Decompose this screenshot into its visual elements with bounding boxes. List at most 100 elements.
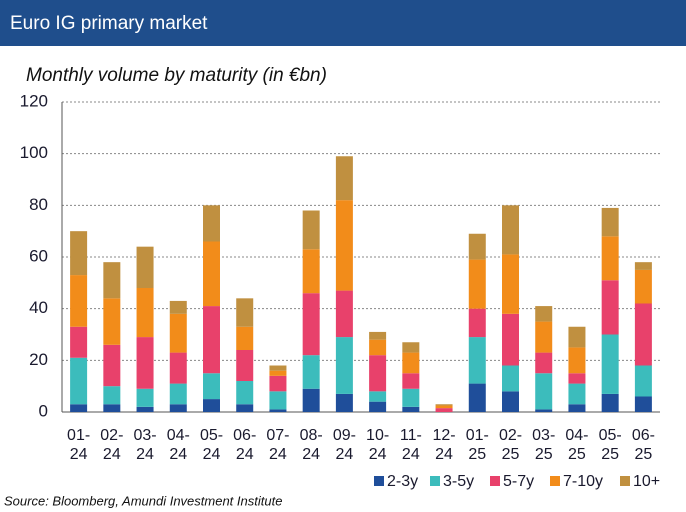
bar-segment (169, 404, 187, 412)
x-tick-label: 03- 25 (532, 427, 556, 463)
x-tick-label: 05- 24 (199, 427, 224, 463)
bar-segment (269, 409, 287, 412)
bar-segment (136, 388, 154, 407)
x-tick-label: 07- 24 (266, 427, 290, 463)
bar-segment (369, 331, 387, 340)
bar-segment (70, 357, 88, 405)
legend-swatch (430, 476, 440, 486)
legend-label: 3-5y (443, 473, 474, 490)
x-tick-label: 01- 24 (67, 427, 91, 463)
bar-segment (568, 404, 586, 412)
bar-segment (535, 373, 553, 410)
legend-label: 10+ (633, 473, 660, 490)
bar-segment (568, 347, 586, 374)
bar-segment (136, 246, 154, 288)
bar-segment (70, 231, 88, 276)
bar-segment (435, 405, 453, 409)
bar-segment (335, 290, 353, 338)
bar-segment (468, 337, 486, 384)
bar-segment (535, 321, 553, 353)
bar-segment (369, 391, 387, 402)
bar-segment (468, 259, 486, 309)
bar-segment (203, 306, 220, 374)
source: Source: Bloomberg, Amundi Investment Ins… (4, 493, 282, 508)
x-tick-label: 12- 24 (432, 427, 456, 463)
bar-segment (236, 381, 254, 405)
bar-segment (169, 383, 187, 405)
x-tick-label: 08- 24 (299, 427, 323, 463)
bar-segment (136, 406, 154, 412)
bar-segment (70, 275, 88, 327)
chart-title: Monthly volume by maturity (in €bn) (26, 65, 327, 86)
bar-segment (236, 326, 254, 350)
bar-segment (601, 334, 619, 394)
bar-segment (535, 409, 553, 412)
legend-swatch (620, 476, 630, 486)
bar-segment (203, 373, 220, 400)
bar-segment (601, 280, 619, 335)
bar-segment (103, 404, 121, 412)
bar-segment (335, 393, 353, 412)
x-tick-label: 01- 25 (465, 427, 489, 463)
bar-segment (369, 355, 387, 392)
bar-segment (435, 404, 453, 406)
legend-swatch (374, 476, 384, 486)
bar-segment (634, 303, 652, 366)
legend-label: 7-10y (563, 473, 603, 490)
y-tick-label: 100 (20, 143, 48, 162)
x-tick-label: 03- 24 (133, 427, 157, 463)
bar-segment (169, 313, 187, 353)
bar-segment (302, 388, 320, 412)
legend-label: 2-3y (387, 473, 418, 490)
bar-segment (502, 365, 519, 392)
bar-segment (302, 249, 320, 294)
bar-segment (601, 236, 619, 281)
bar-segment (634, 269, 652, 304)
bar-segment (302, 355, 320, 389)
y-tick-label: 40 (29, 298, 48, 317)
bar-segment (70, 326, 88, 358)
bar-segment (435, 408, 453, 412)
bar-segment (535, 306, 553, 322)
bar-segment (502, 205, 519, 255)
bar-segment (335, 156, 353, 201)
header-title: Euro IG primary market (10, 13, 208, 34)
x-tick-label: 04- 24 (166, 427, 190, 463)
x-tick-label: 06- 24 (233, 427, 257, 463)
legend-swatch (490, 476, 500, 486)
bar-segment (103, 262, 121, 299)
bar-segment (468, 233, 486, 260)
bar-segment (335, 200, 353, 291)
bar-segment (502, 254, 519, 314)
x-tick-label: 06- 25 (631, 427, 655, 463)
bar-segment (468, 383, 486, 412)
bar-segment (402, 406, 420, 412)
bar-segment (136, 288, 154, 338)
x-tick-label: 04- 25 (565, 427, 589, 463)
bar-segment (269, 370, 287, 376)
bar-segment (203, 399, 220, 412)
bar-segment (302, 210, 320, 250)
header-bar (0, 0, 686, 46)
bar-segment (601, 393, 619, 412)
bar-segment (502, 313, 519, 366)
bar-segment (369, 339, 387, 356)
bar-segment (634, 365, 652, 397)
bar-segment (236, 350, 254, 381)
bar-segment (335, 337, 353, 394)
bar-segment (601, 207, 619, 237)
bar-segment (402, 373, 420, 389)
bar-segment (468, 308, 486, 338)
bar-segment (535, 352, 553, 374)
legend-swatch (550, 476, 560, 486)
bar-segment (369, 401, 387, 412)
bar-segment (203, 205, 220, 242)
x-tick-label: 11- 24 (399, 427, 422, 463)
x-tick-label: 02- 24 (100, 427, 124, 463)
bar-segment (568, 383, 586, 405)
bar-segment (634, 396, 652, 412)
y-tick-label: 0 (39, 401, 48, 420)
bar-segment (269, 375, 287, 392)
